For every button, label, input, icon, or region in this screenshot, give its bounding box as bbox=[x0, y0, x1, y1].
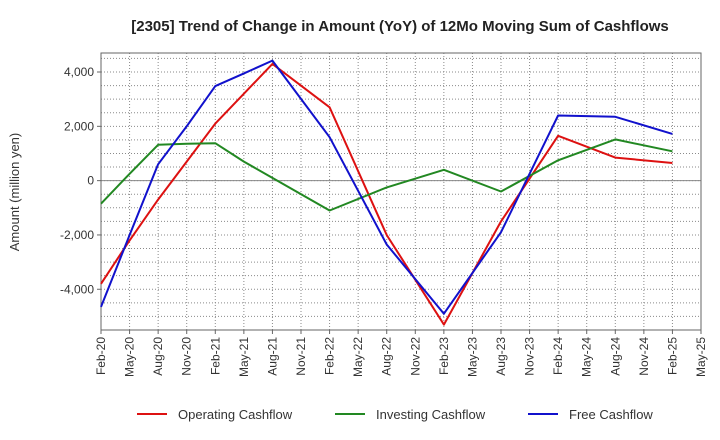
x-tick-label: Nov-20 bbox=[180, 337, 194, 376]
x-tick-label: May-23 bbox=[465, 337, 479, 377]
x-tick-label: May-24 bbox=[580, 337, 594, 377]
x-tick-label: Nov-21 bbox=[294, 337, 308, 376]
y-tick-label: 4,000 bbox=[64, 65, 94, 79]
x-tick-label: Aug-24 bbox=[608, 337, 622, 376]
plot-background bbox=[101, 53, 701, 330]
plot-frame bbox=[100, 52, 702, 331]
y-tick-label: -4,000 bbox=[60, 282, 94, 296]
x-tick-label: Feb-20 bbox=[94, 337, 108, 375]
legend: Operating Cashflow Investing Cashflow Free… bbox=[137, 407, 653, 422]
series-line-3 bbox=[100, 59, 673, 315]
legend-label-3: Free Cashflow bbox=[569, 407, 653, 422]
x-tick-label: Nov-22 bbox=[408, 337, 422, 376]
x-tick-label: Aug-21 bbox=[265, 337, 279, 376]
x-tick-label: Aug-23 bbox=[494, 337, 508, 376]
x-tick-label: May-22 bbox=[351, 337, 365, 377]
x-tick-label: Nov-24 bbox=[637, 337, 651, 376]
x-tick-label: Feb-24 bbox=[551, 337, 565, 375]
series-line-1 bbox=[100, 62, 673, 326]
plot-area bbox=[100, 52, 702, 331]
y-axis-label: Amount (million yen) bbox=[7, 133, 22, 252]
x-tick-label: Aug-20 bbox=[151, 337, 165, 376]
series-line-2 bbox=[100, 138, 673, 212]
x-tick-label: Feb-23 bbox=[437, 337, 451, 375]
x-tick-label: Feb-22 bbox=[323, 337, 337, 375]
x-tick-label: May-21 bbox=[237, 337, 251, 377]
x-axis: Feb-20 May-20 Aug-20 Nov-20 Feb-21 May-21 Aug-… bbox=[94, 330, 708, 377]
x-tick-label: May-20 bbox=[123, 337, 137, 377]
x-tick-label: Nov-23 bbox=[523, 337, 537, 376]
y-tick-label: 2,000 bbox=[64, 119, 94, 133]
legend-label-2: Investing Cashflow bbox=[376, 407, 486, 422]
y-axis: -4,000 -2,000 0 2,000 4,000 bbox=[60, 65, 101, 296]
legend-label-1: Operating Cashflow bbox=[178, 407, 293, 422]
x-tick-label: Feb-21 bbox=[208, 337, 222, 375]
x-tick-label: May-25 bbox=[694, 337, 708, 377]
chart-title: [2305] Trend of Change in Amount (YoY) o… bbox=[131, 18, 669, 35]
y-tick-label: 0 bbox=[87, 174, 94, 188]
x-tick-label: Feb-25 bbox=[665, 337, 679, 375]
y-tick-label: -2,000 bbox=[60, 228, 94, 242]
x-tick-label: Aug-22 bbox=[380, 337, 394, 376]
